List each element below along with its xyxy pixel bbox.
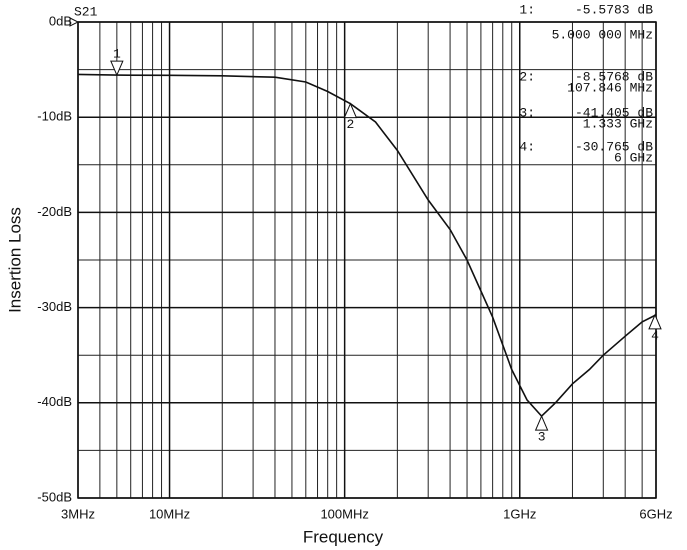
y-axis-label: Insertion Loss (5, 207, 24, 313)
marker-number: 3 (538, 430, 546, 445)
x-axis-label: Frequency (303, 527, 384, 546)
x-tick-label: 6GHz (639, 506, 672, 521)
y-tick-label: -40dB (37, 394, 72, 409)
marker-readout-name: 1: (519, 2, 535, 17)
trace-label: S21 (74, 4, 98, 19)
marker-triangle (110, 60, 124, 77)
reference-marker (69, 17, 80, 27)
y-tick-label: 0dB (49, 13, 72, 28)
x-tick-label: 3MHz (61, 506, 95, 521)
marker-readout-name: 3: (519, 105, 535, 120)
marker-readout-value: -41.405 dB (575, 105, 653, 120)
marker-readout-name: 4: (519, 139, 535, 154)
marker-readout-value: -5.5783 dB (575, 2, 653, 17)
y-tick-label: -20dB (37, 204, 72, 219)
x-tick-label: 10MHz (149, 506, 190, 521)
x-tick-label: 100MHz (320, 506, 368, 521)
marker-number: 4 (651, 328, 659, 343)
y-tick-label: -10dB (37, 109, 72, 124)
marker-readout-value: -30.765 dB (575, 139, 653, 154)
marker-readout-frequency: 5.000 000 MHz (552, 27, 653, 42)
marker-number: 2 (346, 117, 354, 132)
marker-triangle (648, 313, 662, 330)
marker-readout-name: 2: (519, 69, 535, 84)
marker-triangle (343, 102, 358, 119)
marker-readout-frequency: 1.333 GHz (583, 116, 653, 131)
marker-number: 1 (113, 47, 121, 62)
marker-triangle (534, 414, 549, 431)
marker-readout-frequency: 107.846 MHz (567, 80, 653, 95)
marker-readout-value: -8.5768 dB (575, 69, 653, 84)
trace-line (77, 73, 657, 418)
y-tick-label: -30dB (37, 299, 72, 314)
marker-readout-frequency: 6 GHz (614, 150, 653, 165)
y-tick-label: -50dB (37, 489, 72, 504)
x-tick-label: 1GHz (503, 506, 536, 521)
